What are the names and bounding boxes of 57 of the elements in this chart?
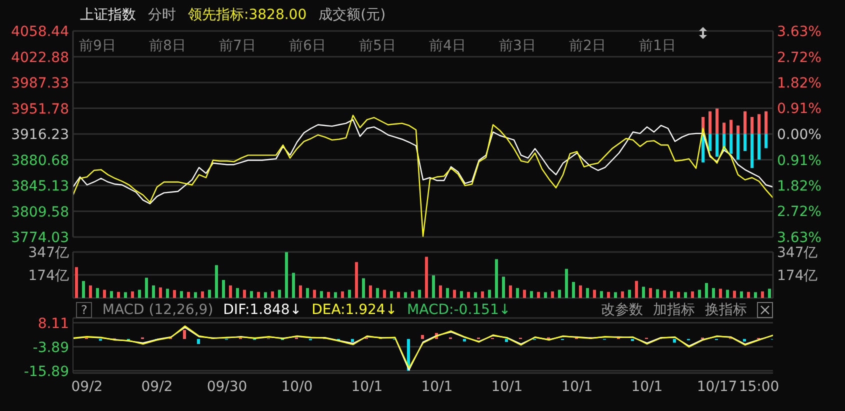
x-tick-label: 09/2 bbox=[71, 378, 103, 395]
annotation: 前2日 bbox=[569, 37, 606, 55]
y-tick-label: 3880.68 bbox=[11, 152, 69, 169]
series-label: DEA:1.924↓ bbox=[312, 302, 398, 318]
x-tick-label: 10/1 bbox=[491, 378, 523, 395]
y2-tick-label: 2.72% bbox=[777, 50, 822, 66]
annotation: 前4日 bbox=[429, 37, 466, 55]
y2-tick-label: 0.91% bbox=[777, 101, 822, 118]
x-tick-label: 15:00 bbox=[738, 378, 780, 395]
text: 分时 bbox=[148, 6, 176, 24]
text: 成交额(元) bbox=[318, 6, 386, 24]
y2-tick-label: 2.72% bbox=[777, 204, 822, 220]
x-tick-label: 09/2 bbox=[141, 378, 173, 395]
x-tick-label: 10/1 bbox=[421, 378, 453, 395]
y2-tick-label: 0.91% bbox=[777, 152, 822, 169]
y-tick-label: 347亿 bbox=[28, 245, 69, 261]
y-tick-label: -3.89 bbox=[32, 340, 69, 356]
y-tick-label: 3951.78 bbox=[11, 101, 69, 118]
y2-tick-label: 1.82% bbox=[777, 75, 822, 92]
annotation: 前3日 bbox=[499, 37, 536, 55]
x-tick-label: 10/0 bbox=[281, 378, 313, 395]
chart-title: MACD (12,26,9) bbox=[102, 302, 214, 318]
annotation: MACD:-0.151↓ bbox=[407, 302, 511, 318]
x-tick-label: 10/17 bbox=[696, 378, 738, 395]
y-tick-label: 3987.33 bbox=[11, 76, 69, 92]
text: ? bbox=[76, 302, 92, 318]
text: 领先指标:3828.00 bbox=[188, 6, 307, 24]
annotation: 加指标 bbox=[653, 301, 695, 319]
series-label: DIF:1.848↓ bbox=[223, 302, 302, 318]
y-tick-label: 8.11 bbox=[38, 316, 69, 332]
y-tick-label: 4058.44 bbox=[11, 24, 70, 40]
y-tick-label: 3809.58 bbox=[11, 204, 69, 220]
y-tick-label: 3845.13 bbox=[11, 178, 69, 194]
annotation: 前1日 bbox=[639, 37, 676, 55]
y2-tick-label: 347亿 bbox=[777, 245, 818, 261]
y2-tick-label: 1.82% bbox=[777, 178, 822, 195]
annotation: 前7日 bbox=[219, 37, 256, 55]
y-tick-label: 4022.88 bbox=[11, 50, 69, 66]
y-tick-label: 3916.23 bbox=[11, 127, 69, 144]
x-tick-label: 09/30 bbox=[206, 378, 248, 395]
y2-tick-label: 3.63% bbox=[777, 24, 822, 40]
annotation: 前9日 bbox=[79, 37, 116, 55]
x-tick-label: 10/1 bbox=[561, 378, 593, 395]
y2-tick-label: 174亿 bbox=[777, 268, 818, 284]
x-tick-label: 10/1 bbox=[351, 378, 383, 395]
annotation: 换指标 bbox=[705, 301, 747, 319]
chart-title: 上证指数 bbox=[80, 6, 136, 24]
y-tick-label: -15.89 bbox=[24, 364, 69, 380]
annotation: 改参数 bbox=[601, 301, 643, 319]
y-tick-label: 3774.03 bbox=[11, 230, 69, 246]
annotation: 前8日 bbox=[149, 37, 186, 55]
annotation: 前5日 bbox=[359, 37, 396, 55]
annotation: 前6日 bbox=[289, 37, 326, 55]
x-tick-label: 10/1 bbox=[631, 378, 663, 395]
y-tick-label: 174亿 bbox=[28, 268, 69, 284]
y2-tick-label: 3.63% bbox=[777, 230, 822, 246]
y2-tick-label: 0.00% bbox=[777, 127, 822, 143]
